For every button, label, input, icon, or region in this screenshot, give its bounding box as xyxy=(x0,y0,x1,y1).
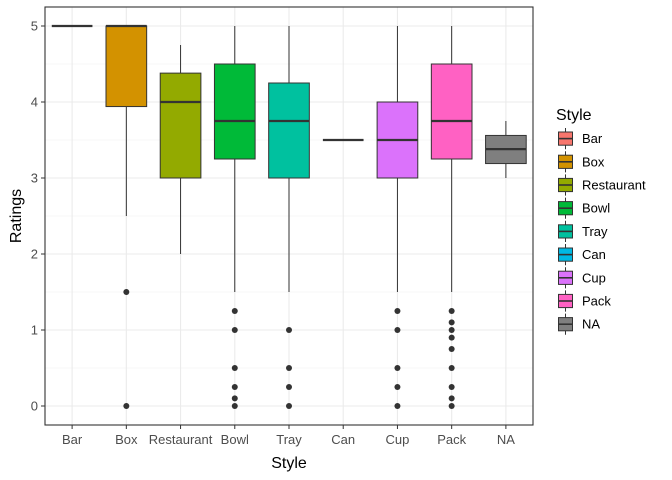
box-body xyxy=(159,72,202,179)
outlier-point xyxy=(394,308,401,314)
outlier-point xyxy=(286,403,292,409)
outlier-point xyxy=(231,395,238,402)
box-restaurant xyxy=(159,45,202,254)
outlier-point xyxy=(448,384,455,390)
legend-item-box: Box xyxy=(557,150,605,174)
outlier-point xyxy=(394,403,401,409)
outlier-point xyxy=(448,395,455,402)
outlier-point xyxy=(394,384,401,390)
legend-label: Pack xyxy=(582,294,611,309)
outlier-point xyxy=(448,334,455,341)
outlier-point xyxy=(394,327,401,333)
outlier-point xyxy=(231,365,238,371)
legend-label: Restaurant xyxy=(582,178,646,193)
x-tick-label: Bar xyxy=(62,432,83,447)
x-tick-label: Cup xyxy=(386,432,410,447)
outlier-point xyxy=(448,327,455,333)
x-axis: Bar Box Restaurant Bowl Tray Can Cup Pack NA xyxy=(62,425,515,447)
legend-item-bar: Bar xyxy=(557,127,603,151)
x-tick-label: Tray xyxy=(276,432,302,447)
y-tick-label: 1 xyxy=(31,323,38,338)
legend-item-restaurant: Restaurant xyxy=(557,173,646,197)
outlier-point xyxy=(231,403,238,409)
plot-panel xyxy=(44,6,534,426)
legend-item-cup: Cup xyxy=(557,266,606,290)
box-bowl xyxy=(213,26,256,409)
legend-title: Style xyxy=(556,107,592,124)
legend-label: NA xyxy=(582,317,600,332)
outlier-point xyxy=(448,319,455,326)
y-tick-label: 2 xyxy=(31,247,38,262)
legend-item-can: Can xyxy=(557,243,606,267)
box-cup xyxy=(376,26,419,409)
box-body xyxy=(430,63,473,160)
legend: Style Bar Box Restaurant Bowl Tray Can Cup Pack… xyxy=(556,107,646,336)
outlier-point xyxy=(448,308,455,314)
box-body xyxy=(268,82,310,179)
x-tick-label: Can xyxy=(331,432,355,447)
outlier-point xyxy=(448,365,455,371)
x-axis-title: Style xyxy=(271,455,307,472)
box-box xyxy=(105,24,148,409)
outlier-point xyxy=(123,289,130,295)
box-body xyxy=(213,63,256,160)
outlier-point xyxy=(394,365,401,371)
legend-item-bowl: Bowl xyxy=(557,196,610,220)
x-tick-label: Bowl xyxy=(221,432,249,447)
box-tray xyxy=(268,26,310,409)
legend-label: Can xyxy=(582,247,606,262)
y-tick-label: 5 xyxy=(31,19,38,34)
box-pack xyxy=(430,26,473,409)
outlier-point xyxy=(448,346,455,352)
legend-item-na: NA xyxy=(557,312,600,336)
outlier-point xyxy=(286,384,292,390)
legend-item-tray: Tray xyxy=(557,219,608,243)
outlier-point xyxy=(286,327,292,333)
outlier-point xyxy=(231,384,238,390)
legend-label: Bowl xyxy=(582,201,610,216)
x-tick-label: Pack xyxy=(437,432,466,447)
outlier-point xyxy=(286,365,292,371)
legend-label: Tray xyxy=(582,224,608,239)
outlier-point xyxy=(448,403,455,409)
y-tick-label: 3 xyxy=(31,171,38,186)
legend-label: Bar xyxy=(582,131,603,146)
x-tick-label: NA xyxy=(497,432,515,447)
x-tick-label: Box xyxy=(115,432,138,447)
outlier-point xyxy=(231,327,238,333)
outlier-point xyxy=(231,308,238,314)
legend-label: Cup xyxy=(582,270,606,285)
box-na xyxy=(485,121,527,178)
y-tick-label: 0 xyxy=(31,399,38,414)
legend-label: Box xyxy=(582,154,605,169)
outlier-point xyxy=(123,403,130,409)
y-axis: 0 1 2 3 4 5 xyxy=(31,19,45,414)
x-tick-label: Restaurant xyxy=(149,432,213,447)
y-tick-label: 4 xyxy=(31,95,38,110)
legend-item-pack: Pack xyxy=(557,289,611,313)
box-body xyxy=(105,25,148,108)
y-axis-title: Ratings xyxy=(8,189,25,243)
